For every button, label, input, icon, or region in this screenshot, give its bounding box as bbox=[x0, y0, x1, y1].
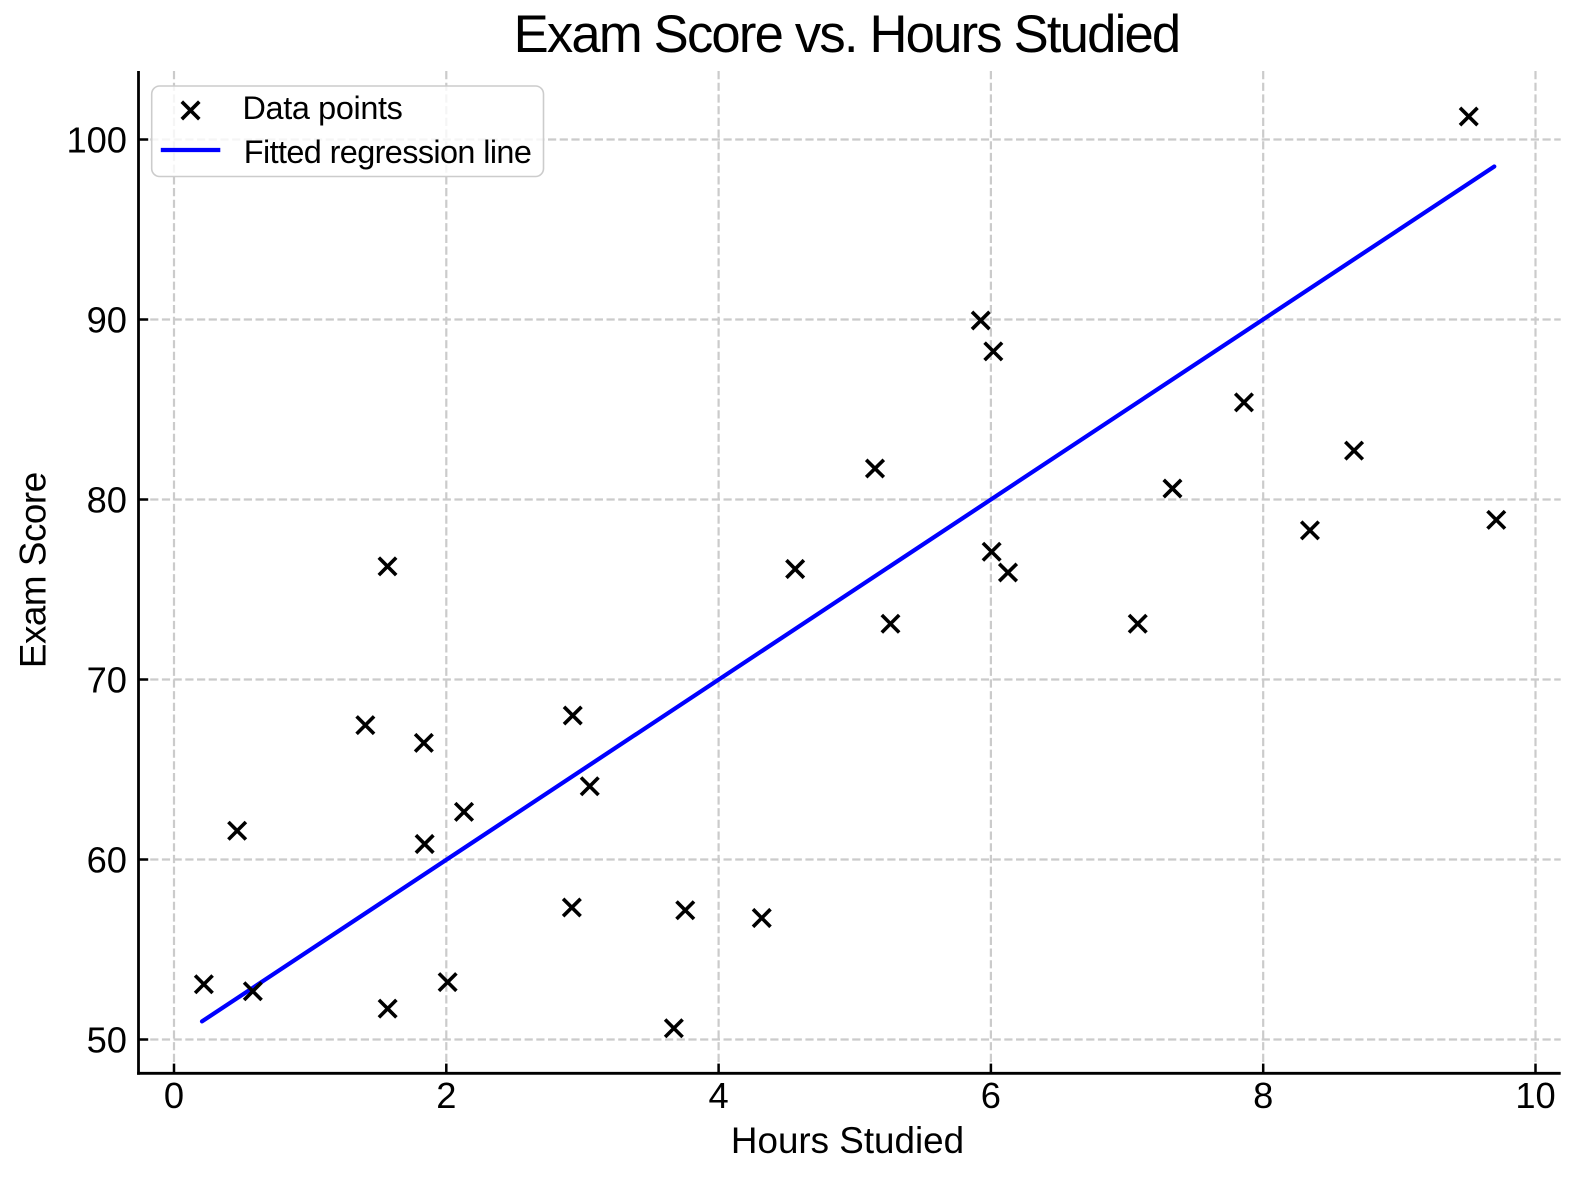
svg-text:60: 60 bbox=[87, 840, 127, 881]
svg-text:0: 0 bbox=[164, 1075, 184, 1116]
svg-text:8: 8 bbox=[1253, 1075, 1273, 1116]
svg-text:90: 90 bbox=[87, 300, 127, 341]
svg-text:2: 2 bbox=[436, 1075, 456, 1116]
svg-text:50: 50 bbox=[87, 1020, 127, 1061]
svg-text:80: 80 bbox=[87, 480, 127, 521]
svg-text:100: 100 bbox=[66, 120, 127, 161]
svg-text:Exam Score vs. Hours Studied: Exam Score vs. Hours Studied bbox=[514, 5, 1180, 64]
svg-text:10: 10 bbox=[1515, 1075, 1555, 1116]
svg-text:4: 4 bbox=[709, 1075, 729, 1116]
svg-text:Exam Score: Exam Score bbox=[12, 472, 53, 668]
svg-text:Hours Studied: Hours Studied bbox=[731, 1120, 964, 1161]
svg-text:70: 70 bbox=[87, 660, 127, 701]
svg-text:Data points: Data points bbox=[243, 90, 403, 126]
svg-text:Fitted regression line: Fitted regression line bbox=[244, 134, 531, 170]
svg-text:6: 6 bbox=[981, 1075, 1001, 1116]
